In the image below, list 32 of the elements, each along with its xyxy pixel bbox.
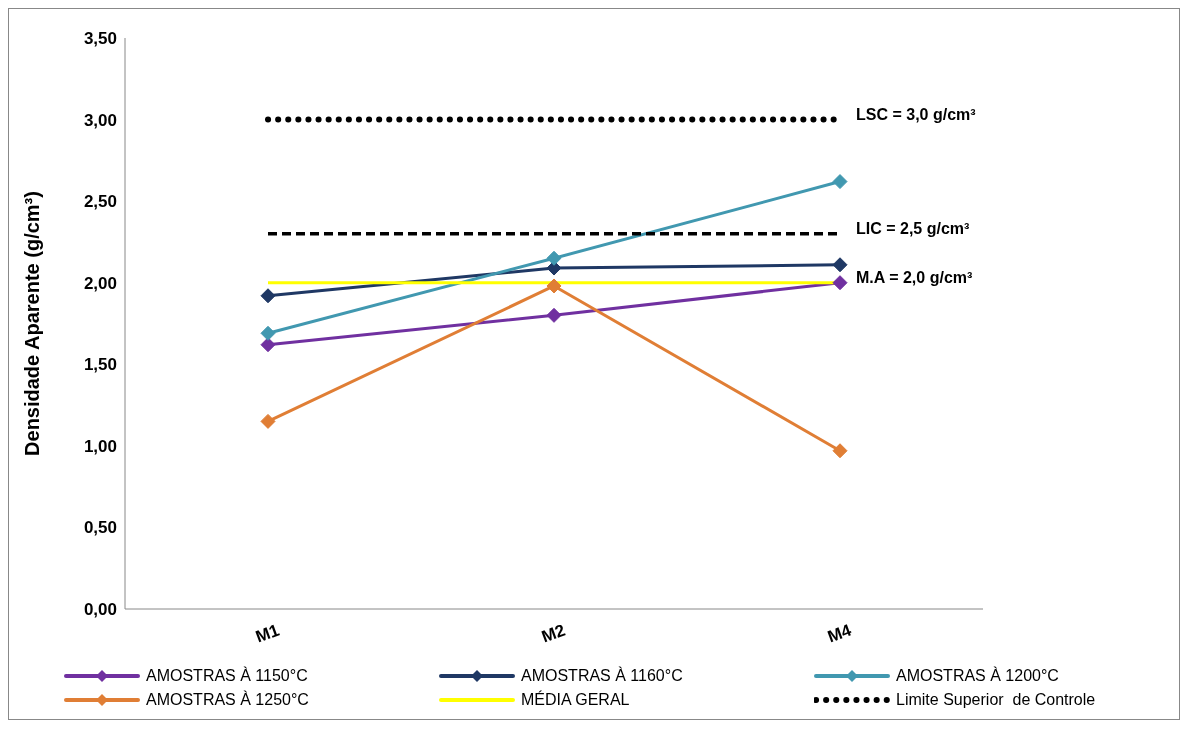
legend-label: AMOSTRAS À 1250°C [146,691,309,709]
x-tick-label: M1 [253,620,282,647]
x-tick-label: M2 [539,620,568,647]
y-tick-label: 0,50 [83,518,117,538]
y-axis-title: Densidade Aparente (g/cm³) [20,191,44,456]
legend-label: MÉDIA GERAL [521,691,630,709]
point [260,288,276,304]
y-tick-label: 1,50 [83,355,117,375]
point [546,250,562,266]
legend-label: Limite Superior de Controle [896,691,1096,709]
x-tick-label: M4 [825,620,855,647]
point [260,413,276,429]
y-tick-label: 1,00 [83,436,117,456]
y-tick-label: 3,00 [83,110,117,130]
legend-label: AMOSTRAS À 1150°C [146,667,308,685]
y-tick-label: 2,00 [83,273,117,293]
y-tick-label: 0,00 [83,600,117,620]
y-tick-label: 2,50 [83,192,117,212]
point [832,174,848,190]
legend-label: AMOSTRAS À 1200°C [896,667,1059,685]
point [546,278,562,294]
point [546,307,562,323]
annotation: M.A = 2,0 g/cm³ [856,268,974,287]
annotation: LIC = 2,5 g/cm³ [856,219,971,238]
point [832,257,848,273]
y-tick-label: 3,50 [83,29,117,49]
point [832,443,848,459]
annotation: LSC = 3,0 g/cm³ [856,105,977,124]
point [260,325,276,341]
legend-label: AMOSTRAS À 1160°C [521,667,683,685]
point [832,275,848,291]
point [260,337,276,353]
